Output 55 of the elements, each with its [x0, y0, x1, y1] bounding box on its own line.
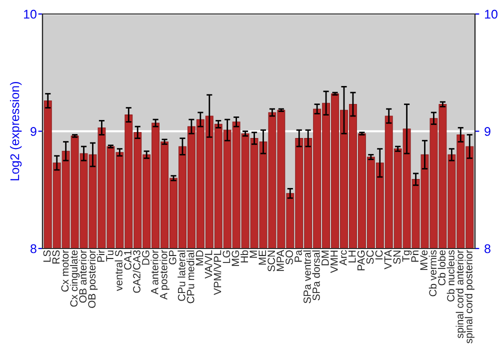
- y-tick-label: 9: [30, 127, 36, 136]
- x-tick-label: SPa dorsal: [312, 250, 320, 300]
- x-tick-label: spinal cord anterior: [456, 250, 466, 338]
- x-tick-label: RS: [52, 250, 60, 264]
- x-tick-label: Pir: [96, 250, 104, 262]
- x-tick-label: VTA: [384, 250, 392, 270]
- x-tick-label: VPM/VPL: [214, 250, 222, 295]
- y-axis-title: Log2 (expression): [10, 82, 22, 180]
- x-tick-label: CPu medial: [186, 250, 194, 304]
- x-tick-label: MG: [232, 250, 240, 266]
- x-tick-label: Cb lobe: [438, 250, 446, 286]
- x-tick-label: SO: [286, 250, 293, 264]
- y-tick-label: 8: [30, 244, 36, 254]
- x-tick-label: Cb vermis: [428, 250, 437, 296]
- x-tick-label: LH: [348, 250, 356, 262]
- x-tick-label: Arc: [340, 250, 347, 266]
- x-tick-label: A posterior: [160, 250, 170, 300]
- x-tick-label: Pn: [411, 250, 418, 262]
- x-tick-label: Cx motor: [61, 250, 69, 292]
- y2-tick-label: 9: [484, 127, 490, 136]
- x-tick-label: spinal cord posterior: [464, 250, 474, 344]
- x-tick-label: Cx cingulate: [70, 250, 80, 307]
- x-tick-label: M: [250, 250, 257, 258]
- x-tick-label: PAG: [357, 250, 365, 270]
- x-tick-label: SPa ventral: [303, 250, 311, 304]
- x-tick-label: VMH: [330, 250, 338, 273]
- y-tick-label: 10: [24, 10, 36, 19]
- x-tick-label: ME: [258, 250, 266, 265]
- x-tick-label: GP: [168, 250, 176, 264]
- x-tick-label: Tu: [106, 250, 114, 262]
- y2-tick-label: 10: [484, 10, 498, 19]
- x-tick-label: CA1: [124, 250, 132, 270]
- x-tick-label: Tg: [402, 250, 412, 262]
- x-tick-label: MD: [196, 250, 204, 266]
- x-tick-label: OB posterior: [88, 250, 98, 308]
- x-tick-label: MPA: [276, 250, 284, 271]
- x-tick-label: Cb nucleus: [446, 250, 454, 302]
- x-tick-label: SCN: [268, 250, 276, 272]
- x-tick-label: MVe: [420, 250, 428, 270]
- x-tick-label: IC: [375, 250, 383, 260]
- x-tick-label: Pa: [294, 250, 302, 262]
- x-tick-label: OB anterior: [78, 250, 87, 303]
- x-tick-label: CPu lateral: [178, 250, 186, 301]
- x-tick-label: DG: [142, 250, 150, 265]
- x-tick-label: LG: [222, 250, 230, 263]
- x-tick-label: A anterior: [150, 250, 158, 294]
- x-tick-label: DM: [322, 250, 329, 266]
- x-tick-label: Hb: [240, 250, 248, 262]
- x-tick-label: LS: [43, 250, 51, 262]
- x-tick-label: SC: [366, 250, 374, 264]
- x-tick-label: SN: [393, 250, 401, 264]
- y2-tick-label: 8: [484, 244, 490, 254]
- x-tick-label: CA2/CA3: [132, 250, 140, 293]
- x-tick-label: ventral S: [114, 250, 122, 291]
- x-tick-label: VA/VL: [204, 250, 212, 279]
